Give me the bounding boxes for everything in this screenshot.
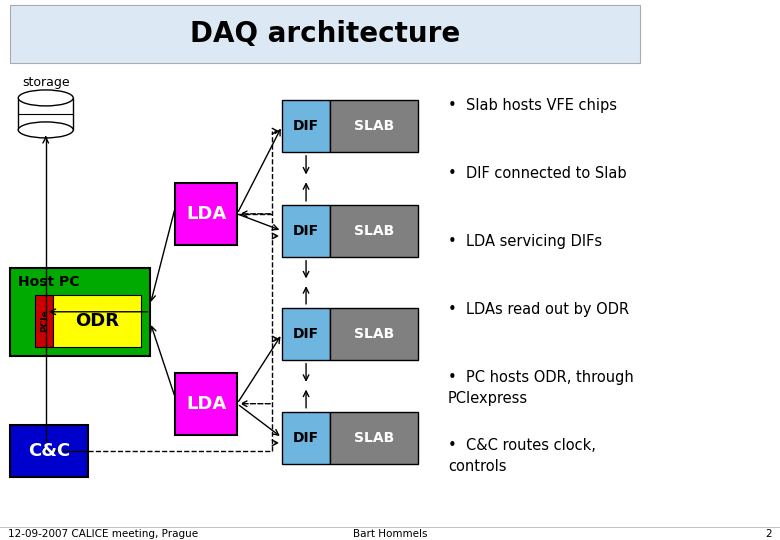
Bar [282,411,330,464]
Ellipse shape [18,90,73,106]
Bar [10,5,640,63]
Text: Host PC: Host PC [18,275,80,289]
Bar [10,424,88,477]
Text: DIF: DIF [293,327,319,341]
Bar [18,98,73,130]
Bar [282,100,330,152]
Text: DIF: DIF [293,224,319,238]
Bar [330,308,418,360]
Text: •  DIF connected to Slab: • DIF connected to Slab [448,166,626,181]
Text: Bart Hommels: Bart Hommels [353,529,427,538]
Bar [330,411,418,464]
Text: PCIe: PCIe [40,309,48,332]
Bar [53,295,141,347]
Bar [282,205,330,257]
Bar [10,268,151,356]
Text: LDA: LDA [186,395,226,413]
Bar [282,308,330,360]
Text: •  C&C routes clock,
controls: • C&C routes clock, controls [448,438,596,474]
Text: DIF: DIF [293,431,319,445]
Bar [176,373,237,435]
Text: •  LDAs read out by ODR: • LDAs read out by ODR [448,302,629,317]
Text: SLAB: SLAB [354,119,394,133]
Text: 12-09-2007 CALICE meeting, Prague: 12-09-2007 CALICE meeting, Prague [9,529,198,538]
Text: ODR: ODR [75,312,119,330]
Text: storage: storage [22,77,69,90]
Text: SLAB: SLAB [354,431,394,445]
Text: SLAB: SLAB [354,224,394,238]
Text: •  PC hosts ODR, through
PCIexpress: • PC hosts ODR, through PCIexpress [448,370,633,406]
Text: LDA: LDA [186,205,226,223]
Bar [330,205,418,257]
Text: •  Slab hosts VFE chips: • Slab hosts VFE chips [448,98,617,113]
Text: C&C: C&C [28,442,70,460]
Bar [176,183,237,245]
Ellipse shape [18,122,73,138]
Text: •  LDA servicing DIFs: • LDA servicing DIFs [448,234,602,249]
Bar [330,100,418,152]
Text: 2: 2 [765,529,771,538]
Text: DAQ architecture: DAQ architecture [190,20,460,48]
Text: SLAB: SLAB [354,327,394,341]
Bar [35,295,53,347]
Text: DIF: DIF [293,119,319,133]
